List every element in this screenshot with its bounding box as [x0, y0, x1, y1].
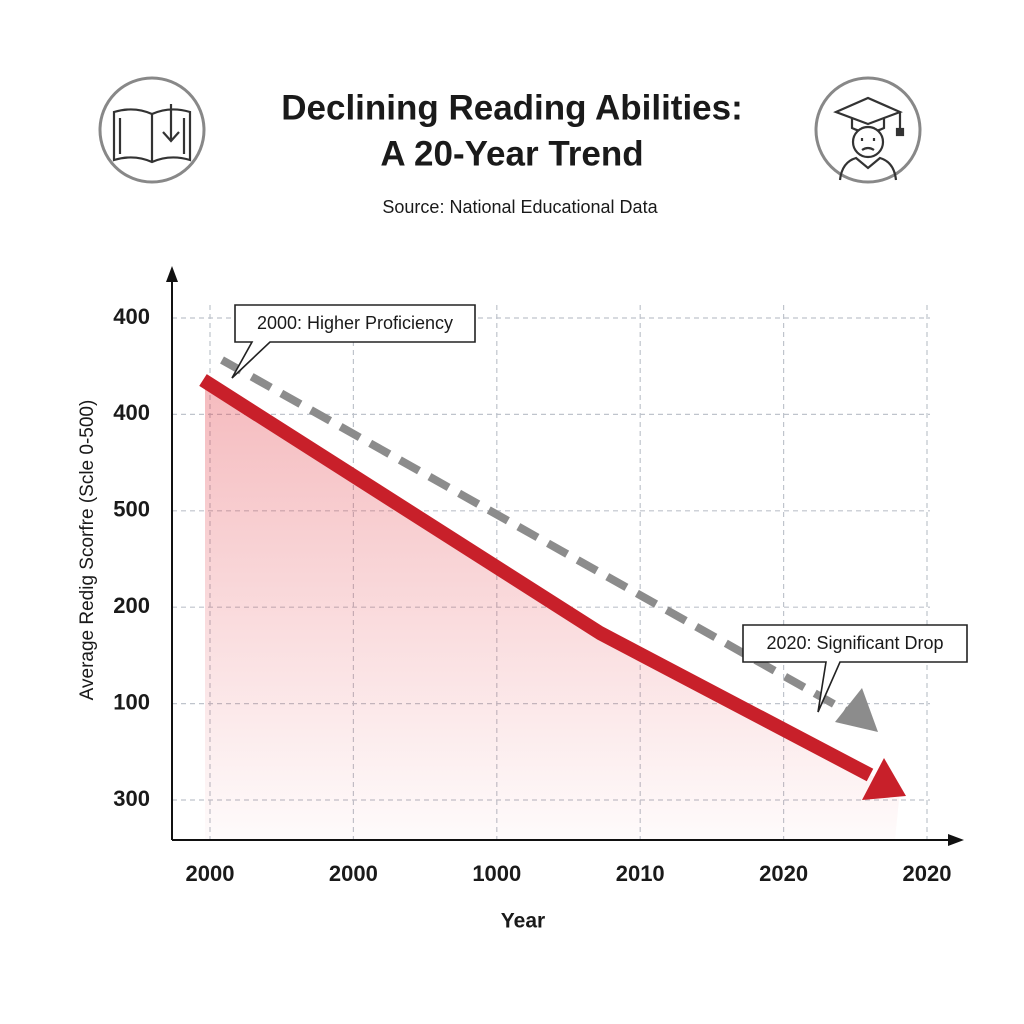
chart-title: Declining Reading Abilities: — [281, 88, 743, 127]
x-tick-label: 2020 — [759, 861, 808, 886]
subtitle: Source: National Educational Data — [382, 197, 658, 217]
y-tick-label: 200 — [113, 593, 150, 618]
trend-arrowhead — [862, 758, 906, 800]
x-tick-label: 2000 — [329, 861, 378, 886]
graduate-icon — [814, 76, 922, 184]
y-tick-label: 100 — [113, 689, 150, 714]
y-tick-label: 400 — [113, 400, 150, 425]
x-axis-arrow — [948, 834, 964, 846]
annotation-box: 2000: Higher Proficiency — [231, 304, 476, 379]
x-axis-label: Year — [501, 910, 545, 933]
y-axis-label: Average Redig Scorfre (Scle 0-500) — [77, 400, 98, 701]
x-tick-label: 2020 — [903, 861, 952, 886]
annotation-box: 2020: Significant Drop — [742, 624, 968, 713]
y-tick-label: 400 — [113, 304, 150, 329]
x-tick-label: 2010 — [616, 861, 665, 886]
annotation: 2000: Higher Proficiency — [257, 313, 453, 333]
y-tick-label: 300 — [113, 786, 150, 811]
y-axis-arrow — [166, 266, 178, 282]
x-tick-label: 1000 — [472, 861, 521, 886]
trend-line — [199, 374, 874, 782]
expected-arrowhead — [835, 688, 878, 732]
x-tick-label: 2000 — [186, 861, 235, 886]
chart-title: A 20-Year Trend — [380, 134, 643, 173]
axes — [171, 278, 950, 841]
annotation: 2020: Significant Drop — [766, 633, 943, 653]
y-tick-label: 500 — [113, 497, 150, 522]
book-icon — [98, 76, 206, 184]
